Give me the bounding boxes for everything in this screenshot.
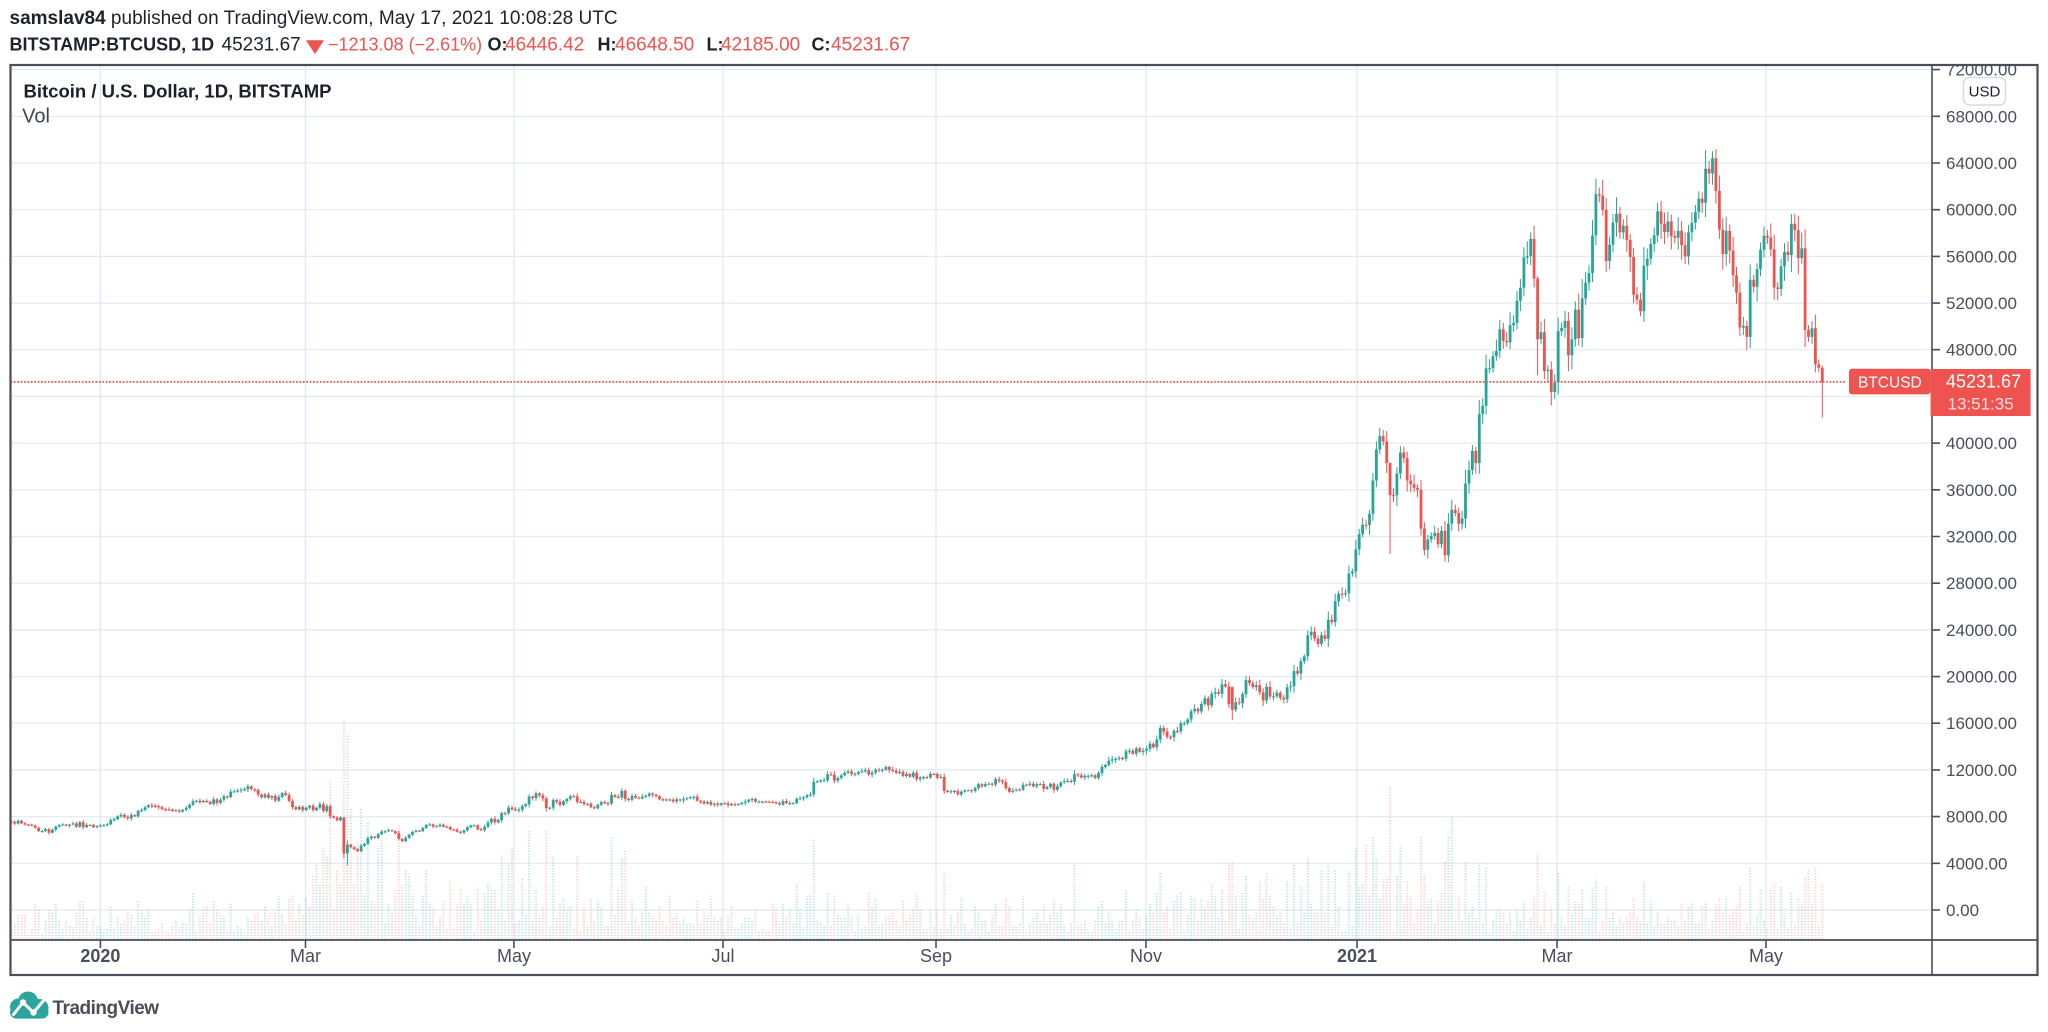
svg-text:Nov: Nov [1130,946,1162,966]
svg-text:Sep: Sep [920,946,952,966]
svg-text:13:51:35: 13:51:35 [1948,395,2014,414]
svg-text:20000.00: 20000.00 [1946,668,2017,687]
svg-text:4000.00: 4000.00 [1946,854,2007,873]
svg-text:45231.67: 45231.67 [1946,372,2021,392]
svg-text:May: May [497,946,531,966]
svg-text:0.00: 0.00 [1946,901,1979,920]
svg-text:48000.00: 48000.00 [1946,341,2017,360]
svg-text:40000.00: 40000.00 [1946,434,2017,453]
svg-text:USD: USD [1969,84,2001,101]
svg-text:36000.00: 36000.00 [1946,481,2017,500]
svg-text:56000.00: 56000.00 [1946,247,2017,266]
svg-text:24000.00: 24000.00 [1946,621,2017,640]
svg-text:BTCUSD: BTCUSD [1858,374,1922,391]
svg-text:Mar: Mar [1542,946,1573,966]
svg-text:Jul: Jul [711,946,734,966]
svg-text:28000.00: 28000.00 [1946,574,2017,593]
svg-text:Bitcoin / U.S. Dollar, 1D, BIT: Bitcoin / U.S. Dollar, 1D, BITSTAMP [24,81,332,102]
svg-text:Mar: Mar [290,946,321,966]
svg-text:May: May [1749,946,1783,966]
svg-text:32000.00: 32000.00 [1946,528,2017,547]
svg-text:12000.00: 12000.00 [1946,761,2017,780]
svg-text:60000.00: 60000.00 [1946,201,2017,220]
svg-text:64000.00: 64000.00 [1946,154,2017,173]
svg-text:52000.00: 52000.00 [1946,294,2017,313]
svg-text:68000.00: 68000.00 [1946,107,2017,126]
svg-text:samslav84 published on Trading: samslav84 published on TradingView.com, … [10,8,618,29]
svg-text:8000.00: 8000.00 [1946,808,2007,827]
svg-text:Vol: Vol [22,105,50,127]
svg-text:TradingView: TradingView [53,998,160,1019]
svg-text:2020: 2020 [80,946,120,966]
svg-text:2021: 2021 [1337,946,1377,966]
svg-text:16000.00: 16000.00 [1946,714,2017,733]
